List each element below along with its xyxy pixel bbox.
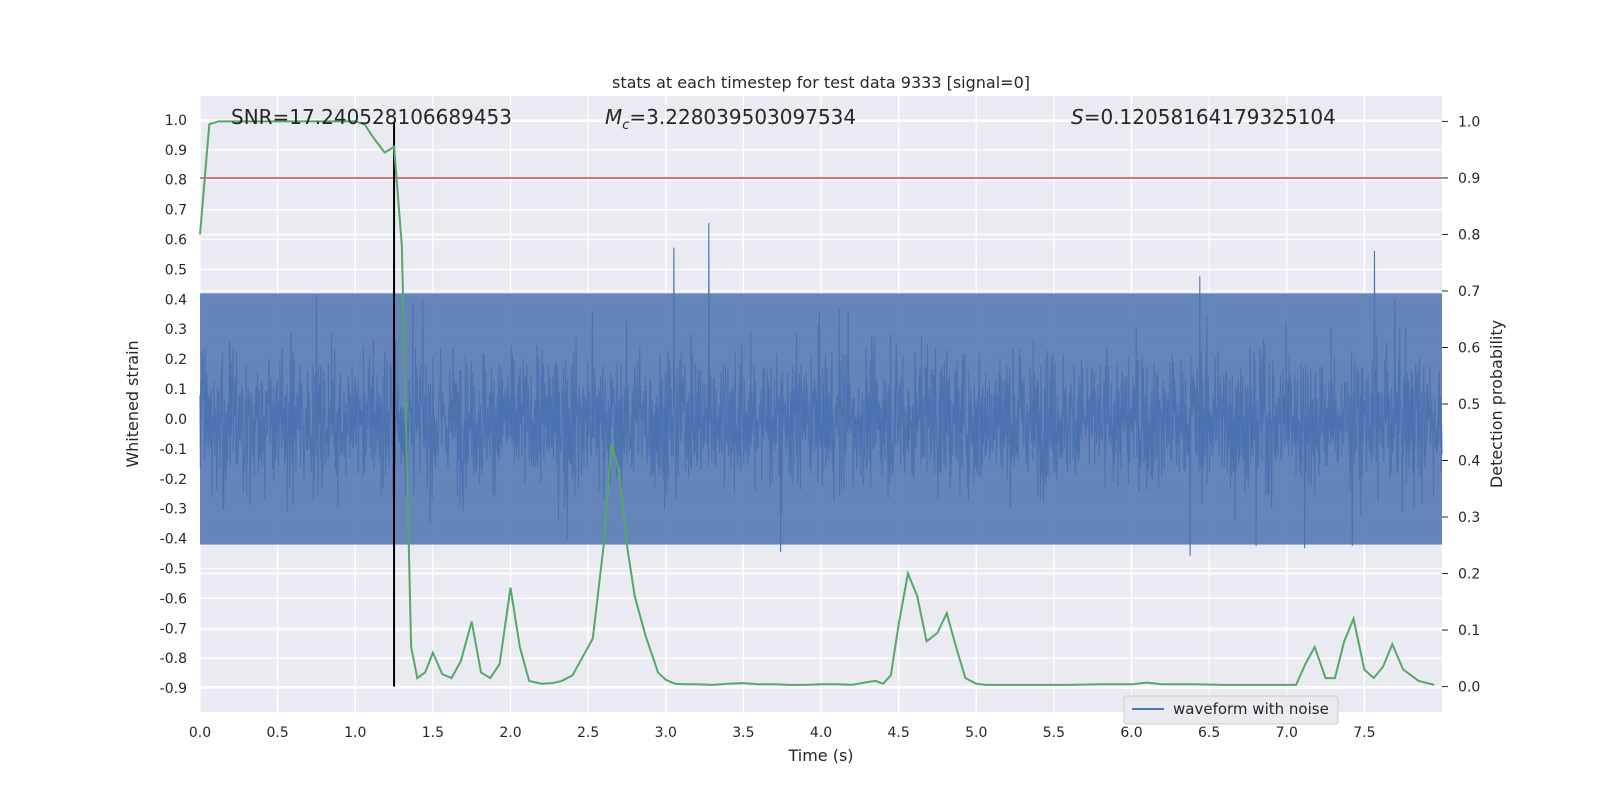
x-tick-label: 3.5 bbox=[732, 725, 754, 741]
y-right-tick-label: 0.8 bbox=[1458, 227, 1480, 243]
y-right-tick-label: 1.0 bbox=[1458, 114, 1480, 130]
x-tick-label: 5.5 bbox=[1043, 725, 1065, 741]
chart-title: stats at each timestep for test data 933… bbox=[612, 73, 1030, 92]
x-tick-label: 1.5 bbox=[422, 725, 444, 741]
y-tick-label: 0.1 bbox=[165, 382, 187, 398]
y-tick-label: -0.4 bbox=[160, 532, 187, 548]
y-right-tick-label: 0.3 bbox=[1458, 510, 1480, 526]
y-tick-label: 0.2 bbox=[165, 352, 187, 368]
y-right-tick-label: 0.9 bbox=[1458, 171, 1480, 187]
y-right-tick-label: 0.7 bbox=[1458, 284, 1480, 300]
x-tick-label: 7.0 bbox=[1276, 725, 1298, 741]
y-tick-label: -0.7 bbox=[160, 621, 187, 637]
y-right-tick-label: 0.2 bbox=[1458, 567, 1480, 583]
x-tick-label: 0.0 bbox=[189, 725, 211, 741]
y-tick-label: -0.5 bbox=[160, 561, 187, 577]
x-tick-label: 2.0 bbox=[499, 725, 521, 741]
y-tick-label: -0.1 bbox=[160, 442, 187, 458]
legend: waveform with noise bbox=[1123, 695, 1339, 725]
y-axis-right-ticks: 1.0 0.9 0.8 0.7 0.6 0.5 0.4 0.3 0.2 0.1 0.0 bbox=[1442, 114, 1480, 696]
y-tick-label: 0.5 bbox=[165, 262, 187, 278]
y-axis-right-label: Detection probability bbox=[1487, 320, 1506, 488]
x-tick-label: 0.5 bbox=[266, 725, 288, 741]
chart-overlays bbox=[199, 120, 1442, 687]
x-axis-ticks: 0.0 0.5 1.0 1.5 2.0 2.5 3.0 3.5 4.0 4.5 5.0 5.5 6.0 6… bbox=[189, 725, 1376, 741]
y-tick-label: 0.0 bbox=[165, 412, 187, 428]
x-tick-label: 1.0 bbox=[344, 725, 366, 741]
y-tick-label: 0.7 bbox=[165, 203, 187, 219]
y-right-tick-label: 0.6 bbox=[1458, 340, 1480, 356]
y-right-tick-label: 0.4 bbox=[1458, 454, 1480, 470]
y-tick-label: -0.2 bbox=[160, 472, 187, 488]
y-right-tick-label: 0.5 bbox=[1458, 397, 1480, 413]
legend-label: waveform with noise bbox=[1173, 700, 1329, 718]
x-tick-label: 5.0 bbox=[965, 725, 987, 741]
detection-probability-line bbox=[199, 120, 1435, 686]
legend-box bbox=[1123, 695, 1339, 725]
y-tick-label: 1.0 bbox=[165, 113, 187, 129]
y-axis-ticks: 1.0 0.9 0.8 0.7 0.6 0.5 0.4 0.3 0.2 0.1 0.0 -0.1 -0.… bbox=[160, 113, 187, 697]
s-annotation: S=0.12058164179325104 bbox=[1071, 105, 1336, 129]
x-axis-label: Time (s) bbox=[787, 746, 853, 765]
y-axis-label: Whitened strain bbox=[123, 340, 142, 467]
x-tick-label: 6.5 bbox=[1198, 725, 1220, 741]
x-tick-label: 7.5 bbox=[1353, 725, 1375, 741]
y-tick-label: 0.8 bbox=[165, 173, 187, 189]
waveform-dense-band bbox=[200, 293, 1442, 545]
y-tick-label: -0.8 bbox=[160, 651, 187, 667]
snr-annotation: SNR=17.240528106689453 bbox=[231, 105, 512, 129]
y-tick-label: 0.3 bbox=[165, 322, 187, 338]
x-tick-label: 4.5 bbox=[887, 725, 909, 741]
y-tick-label: -0.9 bbox=[160, 681, 187, 697]
x-tick-label: 3.0 bbox=[655, 725, 677, 741]
x-tick-label: 4.0 bbox=[810, 725, 832, 741]
y-tick-label: -0.6 bbox=[160, 591, 187, 607]
x-tick-label: 6.0 bbox=[1120, 725, 1142, 741]
x-tick-label: 2.5 bbox=[577, 725, 599, 741]
chirp-mass-annotation: Mc=3.228039503097534 bbox=[605, 105, 856, 133]
y-right-tick-label: 0.0 bbox=[1458, 680, 1480, 696]
y-tick-label: 0.6 bbox=[165, 233, 187, 249]
y-tick-label: 0.4 bbox=[165, 292, 187, 308]
y-tick-label: 0.9 bbox=[165, 143, 187, 159]
y-right-tick-label: 0.1 bbox=[1458, 623, 1480, 639]
y-tick-label: -0.3 bbox=[160, 502, 187, 518]
